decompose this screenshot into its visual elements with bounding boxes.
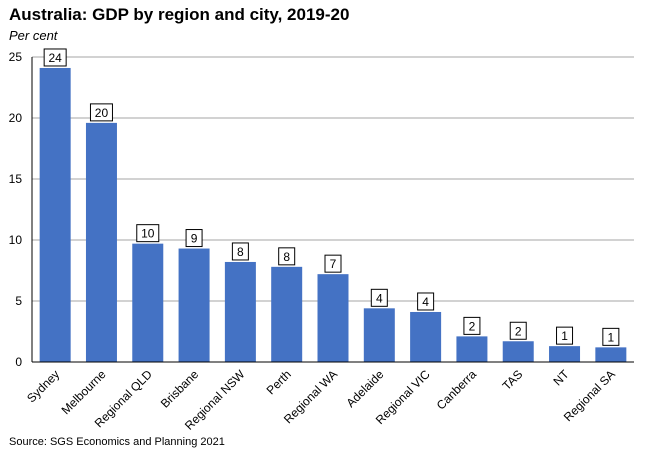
data-label: 4 [422,295,429,309]
source-note: Source: SGS Economics and Planning 2021 [9,436,225,448]
data-label-box [370,288,388,307]
y-tick-label: 15 [9,172,23,186]
bar [178,248,210,362]
bar [132,243,164,362]
data-label-box [231,242,249,261]
y-tick-label: 0 [15,355,22,369]
y-axis-unit-label: Per cent [9,28,58,43]
data-label: 7 [330,257,337,271]
bar [549,346,581,362]
data-label-box [89,103,113,122]
data-label-box [278,247,296,266]
data-label: 20 [95,106,109,120]
x-tick-label: Perth [264,367,294,397]
x-tick-label: Adelaide [343,367,386,410]
data-label: 9 [191,232,198,246]
data-label: 10 [141,227,155,241]
bar [595,347,627,362]
data-label-box [417,292,435,311]
bar [85,122,117,362]
bar [224,261,256,362]
data-label: 2 [469,319,476,333]
data-label: 8 [237,245,244,259]
bar [502,341,534,362]
bar [363,308,395,362]
y-tick-label: 5 [15,294,22,308]
y-tick-label: 25 [9,50,23,64]
bar [410,311,442,362]
bar [456,336,488,362]
data-label-box [43,48,67,67]
data-label: 4 [376,291,383,305]
x-tick-label: Canberra [434,367,480,413]
data-label: 1 [608,330,615,344]
bar [271,266,303,362]
bar [39,67,71,362]
x-tick-label: TAS [500,367,526,393]
data-label-box [602,327,620,346]
data-label-box [324,254,342,273]
data-label: 2 [515,324,522,338]
data-label: 8 [283,250,290,264]
data-label-box [556,326,574,345]
bar [317,274,349,362]
data-label-box [509,321,527,340]
x-tick-label: NT [550,367,572,389]
data-label: 1 [561,329,568,343]
data-label: 24 [48,51,62,65]
x-tick-label: Brisbane [158,367,202,411]
x-tick-label: Sydney [24,367,62,405]
data-label-box [136,224,160,243]
chart-title: Australia: GDP by region and city, 2019-… [9,5,350,24]
data-label-box [463,316,481,335]
data-label-box [185,229,203,248]
y-tick-label: 10 [9,233,23,247]
y-tick-label: 20 [9,111,23,125]
